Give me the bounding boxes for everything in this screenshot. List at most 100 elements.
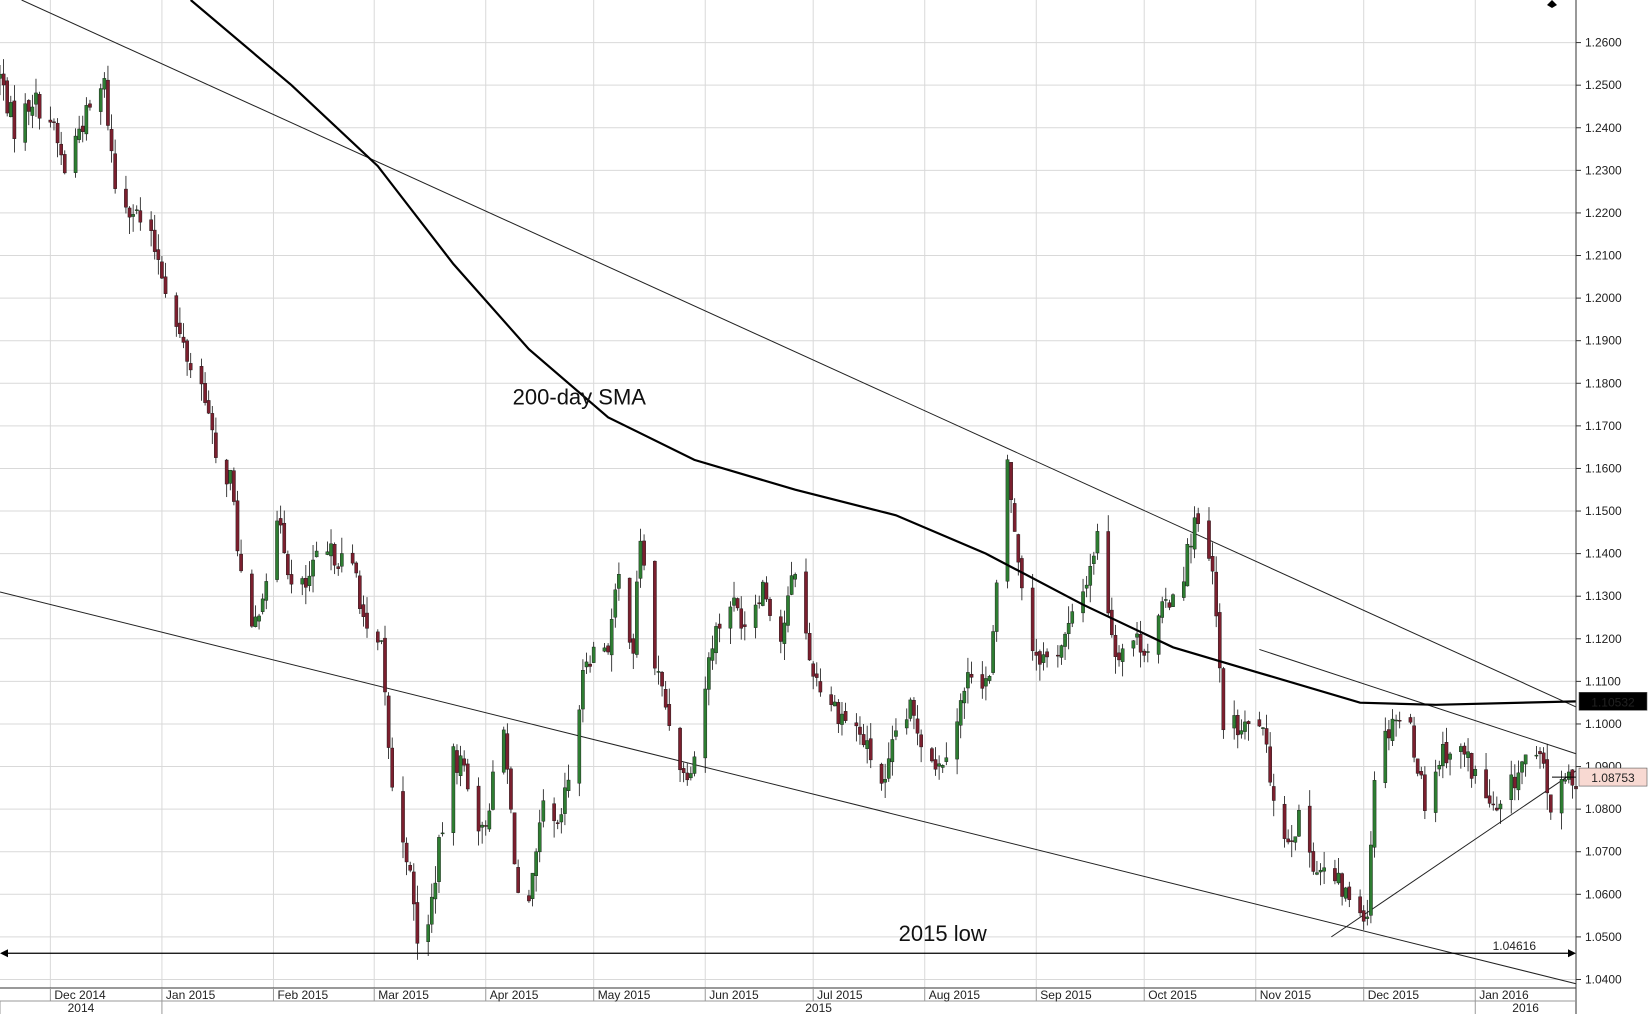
candle-down: [250, 573, 254, 627]
candle-up: [832, 701, 837, 707]
candle-up: [1297, 809, 1301, 837]
candle-up: [786, 595, 790, 626]
candle-up: [962, 690, 967, 704]
candle-up: [991, 631, 995, 673]
annotation-text: 2015 low: [899, 921, 987, 946]
candle-down: [350, 552, 355, 564]
y-tick-label: 1.1100: [1585, 674, 1621, 688]
candle-up: [1232, 715, 1236, 729]
candle-down: [512, 812, 517, 865]
candle-up: [591, 646, 596, 663]
candle-down: [555, 822, 560, 824]
candle-down: [915, 718, 920, 734]
candle-up: [1164, 599, 1168, 601]
candle-down: [278, 518, 283, 526]
candle-down: [163, 276, 168, 294]
candle-up: [609, 619, 614, 656]
candle-up: [131, 214, 135, 217]
low-reference-label: 1.04616: [1493, 939, 1537, 953]
candle-up: [1192, 517, 1197, 550]
candle-up: [1261, 727, 1265, 729]
candle-down: [1217, 612, 1222, 669]
candle-up: [1336, 872, 1341, 884]
candle-up: [984, 678, 988, 687]
candle-up: [944, 757, 949, 762]
candle-down: [861, 734, 866, 746]
candle-up: [782, 622, 787, 644]
candle-down: [779, 616, 783, 642]
candle-down: [1358, 896, 1362, 914]
candle-up: [530, 872, 535, 899]
candle-up: [314, 550, 319, 558]
candle-down: [854, 722, 859, 727]
candle-up: [253, 616, 258, 628]
candle-down: [516, 867, 520, 893]
sma-layer: [189, 0, 1577, 706]
candle-up: [1369, 844, 1373, 916]
candle-down: [505, 733, 510, 770]
candle-up: [987, 675, 992, 681]
candle-down: [188, 363, 193, 371]
candle-up: [656, 671, 661, 673]
candle-up: [937, 763, 941, 767]
candle-up: [789, 575, 794, 595]
candle-down: [1484, 769, 1488, 799]
candle-up: [1293, 836, 1298, 843]
candle-up: [1315, 872, 1319, 875]
candle-down: [376, 631, 380, 643]
candle-up: [480, 824, 484, 828]
candle-down: [1257, 719, 1262, 727]
candle-down: [858, 726, 862, 735]
price-badges: 1.10532 1.08753: [1552, 692, 1648, 787]
candle-up: [275, 520, 279, 580]
candle-down: [1235, 715, 1240, 736]
candle-down: [62, 154, 67, 174]
candle-up: [1433, 771, 1438, 813]
candle-up: [707, 657, 711, 690]
arrow-right-icon: [1568, 949, 1576, 958]
candle-up: [581, 670, 585, 710]
candle-down: [127, 207, 132, 218]
candle-up: [458, 755, 463, 776]
candle-down: [476, 785, 481, 832]
candle-up: [1365, 916, 1370, 919]
candle-down: [807, 632, 812, 661]
candle-up: [311, 559, 315, 577]
candle-up: [451, 746, 456, 833]
x-tick-label: May 2015: [598, 988, 651, 1002]
candle-down: [336, 566, 341, 569]
y-tick-label: 1.1800: [1585, 376, 1622, 390]
trendlines: [0, 0, 1577, 985]
candle-down: [1469, 753, 1474, 779]
y-tick-label: 1.1500: [1585, 504, 1622, 518]
candle-up: [1563, 779, 1568, 782]
candle-down: [930, 748, 934, 762]
candle-up: [1189, 545, 1193, 548]
horizontal-reference: 1.04616: [0, 939, 1576, 958]
x-tick-label: Aug 2015: [929, 988, 981, 1002]
candle-up: [1088, 566, 1093, 586]
candle-up: [1459, 746, 1463, 752]
candle-down: [1034, 651, 1039, 656]
candle-down: [358, 575, 362, 609]
candle-down: [1221, 668, 1226, 731]
x-tick-label: Mar 2015: [378, 988, 429, 1002]
candle-down: [1038, 651, 1042, 665]
annotation-text: 200-day SMA: [513, 385, 647, 410]
candle-down: [804, 571, 808, 634]
candle-up: [613, 589, 618, 618]
candle-up: [714, 626, 718, 654]
candle-down: [138, 210, 143, 223]
candle-up: [102, 78, 107, 90]
candle-down: [1264, 728, 1269, 745]
candle-up: [1185, 544, 1190, 587]
candle-down: [390, 747, 395, 788]
candle-down: [552, 803, 556, 822]
candle-down: [232, 470, 236, 502]
candle-up: [379, 640, 384, 642]
candle-down: [361, 604, 366, 617]
candle-down: [1397, 720, 1402, 722]
y-tick-label: 1.0400: [1585, 972, 1622, 986]
candle-down: [1412, 725, 1416, 758]
